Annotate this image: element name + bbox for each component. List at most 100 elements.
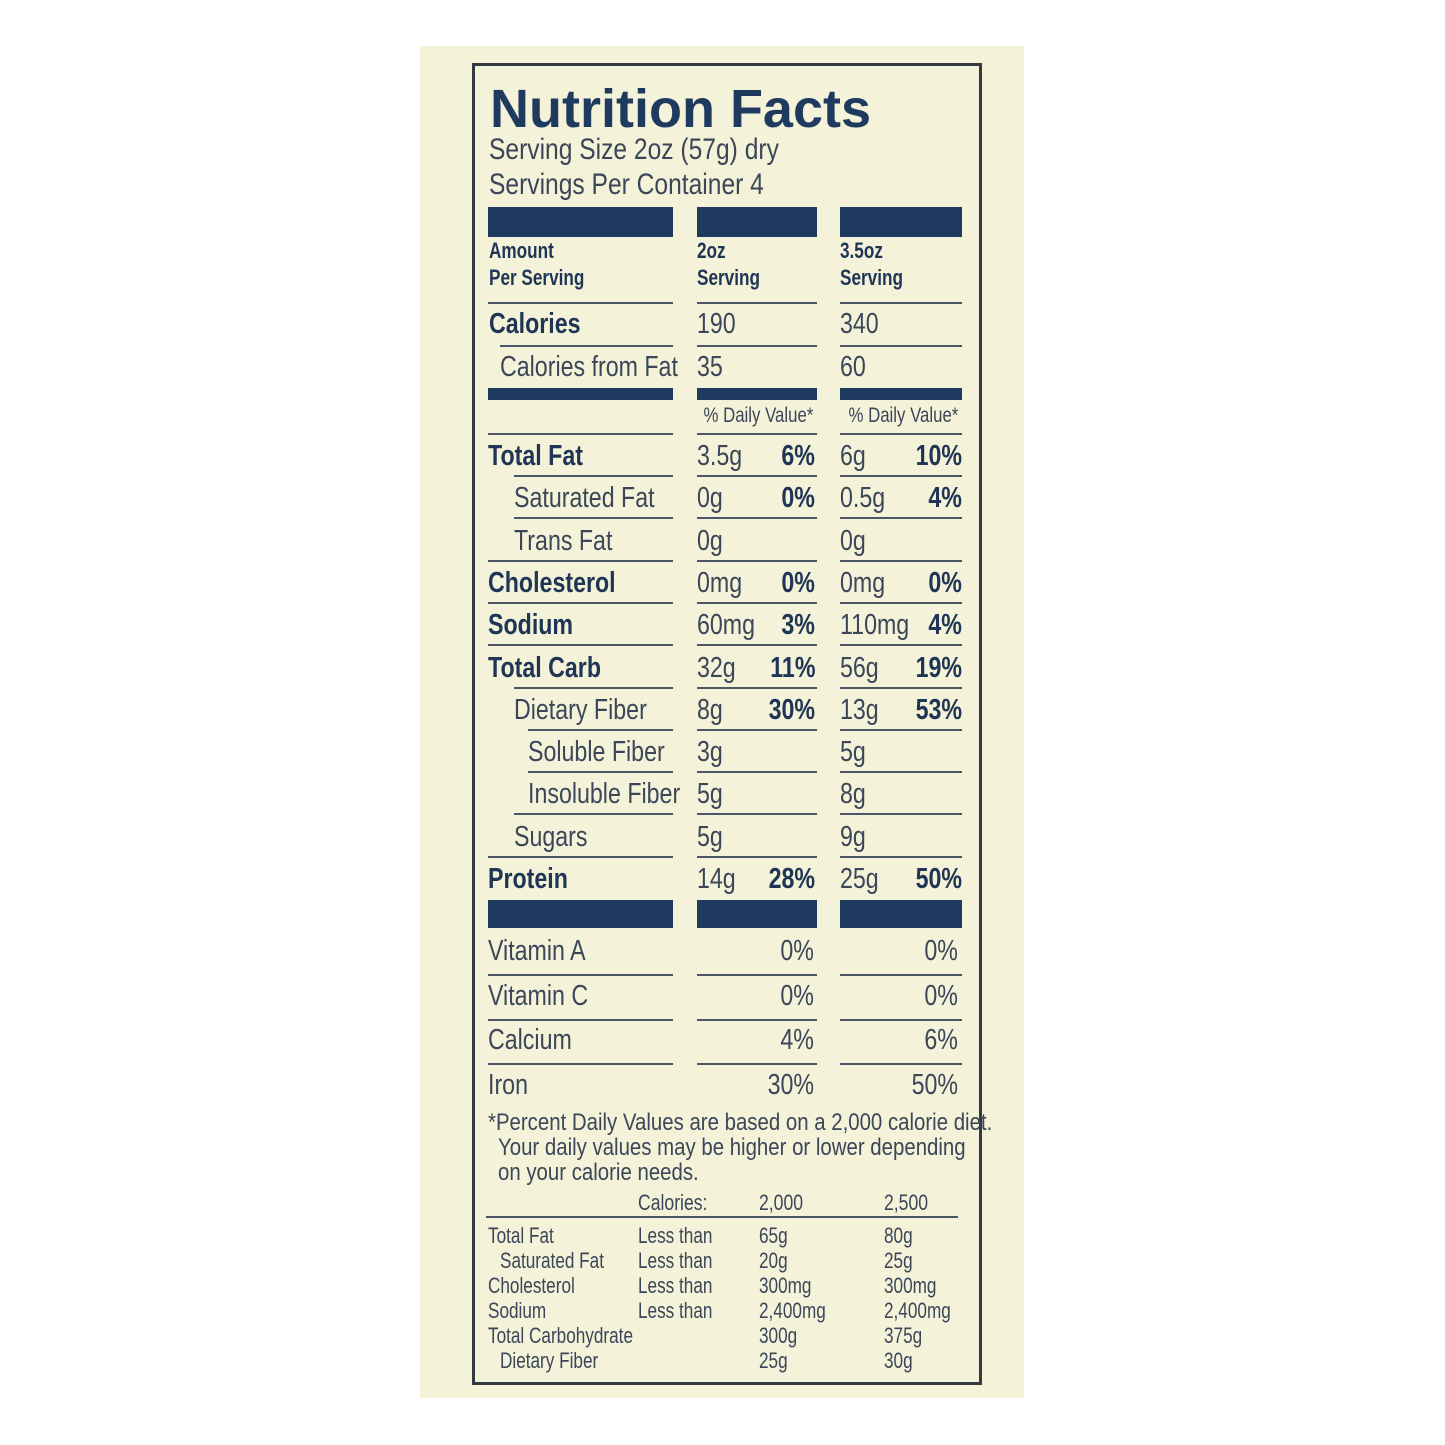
nutrient-label: Insoluble Fiber bbox=[528, 778, 681, 811]
divider-line bbox=[486, 1216, 958, 1218]
ref-label: Dietary Fiber bbox=[500, 1347, 599, 1373]
divider-line bbox=[697, 728, 817, 731]
ref-2500-value: 30g bbox=[884, 1347, 913, 1373]
divider-line bbox=[528, 728, 673, 731]
nutrient-label: Protein bbox=[488, 863, 568, 896]
ref-label: Cholesterol bbox=[488, 1272, 575, 1298]
divider-bar bbox=[697, 207, 817, 237]
divider-bar bbox=[488, 900, 673, 928]
divider-line bbox=[840, 559, 962, 562]
vitamin-label: Iron bbox=[488, 1068, 528, 1101]
calories-col2: 340 bbox=[840, 308, 879, 341]
nutrient-label: Total Carb bbox=[488, 651, 601, 684]
nutrient-col1-dv: 6% bbox=[781, 440, 815, 473]
servings-per-container: Servings Per Container 4 bbox=[489, 167, 764, 201]
divider-line bbox=[488, 974, 673, 976]
nutrient-label: Sodium bbox=[488, 609, 574, 642]
divider-line bbox=[697, 813, 817, 816]
daily-value-col2: % Daily Value* bbox=[848, 404, 958, 428]
footnote-line: on your calorie needs. bbox=[498, 1158, 699, 1186]
vitamin-col1-dv: 4% bbox=[780, 1024, 814, 1057]
divider-line bbox=[500, 345, 673, 347]
nutrient-col2-dv: 19% bbox=[915, 651, 962, 684]
nutrient-col1-amount: 0g bbox=[697, 524, 723, 557]
ref-2000-value: 2,400mg bbox=[759, 1297, 826, 1323]
ref-2000-value: 300mg bbox=[759, 1272, 812, 1298]
ref-label: Saturated Fat bbox=[500, 1247, 604, 1273]
divider-bar bbox=[840, 388, 962, 400]
nutrient-col2-dv: 10% bbox=[915, 440, 962, 473]
divider-line bbox=[697, 345, 817, 347]
nutrient-col2-amount: 5g bbox=[840, 736, 866, 769]
nutrient-col1-amount: 0mg bbox=[697, 566, 743, 599]
divider-line bbox=[697, 644, 817, 647]
divider-line bbox=[840, 974, 962, 976]
nutrient-col2-amount: 25g bbox=[840, 863, 879, 896]
vitamin-label: Vitamin C bbox=[488, 979, 589, 1012]
nutrient-col2-dv: 4% bbox=[928, 482, 962, 515]
ref-label: Total Fat bbox=[488, 1222, 554, 1248]
divider-line bbox=[697, 771, 817, 774]
nutrient-col1-dv: 3% bbox=[781, 609, 815, 642]
calories-col1: 190 bbox=[697, 308, 736, 341]
divider-line bbox=[697, 433, 817, 435]
divider-line bbox=[840, 475, 962, 477]
ref-qualifier: Less than bbox=[638, 1222, 713, 1248]
calories-fat-col2: 60 bbox=[840, 351, 866, 384]
nutrition-facts-box bbox=[472, 63, 982, 1385]
nutrient-col2-amount: 56g bbox=[840, 651, 879, 684]
ref-calories-label: Calories: bbox=[638, 1189, 708, 1215]
ref-2000-value: 20g bbox=[759, 1247, 788, 1273]
ref-2500-value: 300mg bbox=[884, 1272, 937, 1298]
nutrient-col1-dv: 30% bbox=[768, 693, 815, 726]
header-per-serving: Per Serving bbox=[489, 264, 585, 290]
nutrient-col2-dv: 53% bbox=[915, 693, 962, 726]
footnote-line: Your daily values may be higher or lower… bbox=[498, 1133, 966, 1161]
divider-line bbox=[840, 728, 962, 731]
divider-line bbox=[840, 345, 962, 347]
divider-line bbox=[697, 475, 817, 477]
divider-line bbox=[488, 1063, 673, 1066]
nutrient-col2-dv: 4% bbox=[928, 609, 962, 642]
vitamin-label: Calcium bbox=[488, 1024, 572, 1057]
divider-bar bbox=[697, 900, 817, 928]
divider-line bbox=[697, 302, 817, 304]
divider-line bbox=[840, 855, 962, 858]
label-panel bbox=[420, 46, 1024, 1398]
header-col2: 3.5oz bbox=[840, 237, 883, 263]
calories-fat-col1: 35 bbox=[697, 351, 723, 384]
divider-line bbox=[840, 1063, 962, 1066]
nutrient-label: Trans Fat bbox=[514, 524, 613, 557]
divider-bar bbox=[488, 207, 673, 237]
divider-line bbox=[840, 302, 962, 304]
nutrient-col2-dv: 0% bbox=[928, 566, 962, 599]
header-amount: Amount bbox=[489, 237, 554, 263]
nutrient-col2-amount: 0mg bbox=[840, 566, 886, 599]
divider-line bbox=[514, 813, 673, 816]
divider-line bbox=[840, 771, 962, 774]
nutrient-col1-dv: 28% bbox=[768, 863, 815, 896]
divider-line bbox=[528, 771, 673, 774]
nutrient-col1-amount: 5g bbox=[697, 820, 723, 853]
ref-label: Sodium bbox=[488, 1297, 547, 1323]
divider-line bbox=[697, 974, 817, 976]
nutrient-col1-dv: 0% bbox=[781, 482, 815, 515]
divider-line bbox=[697, 1018, 817, 1021]
divider-line bbox=[488, 1018, 673, 1021]
divider-line bbox=[840, 813, 962, 816]
nutrient-label: Total Fat bbox=[488, 440, 583, 473]
vitamin-col2-dv: 6% bbox=[924, 1024, 958, 1057]
ref-qualifier: Less than bbox=[638, 1247, 713, 1273]
divider-line bbox=[697, 686, 817, 689]
nutrient-col2-dv: 50% bbox=[915, 863, 962, 896]
vitamin-col1-dv: 30% bbox=[767, 1068, 814, 1101]
ref-2500-value: 25g bbox=[884, 1247, 913, 1273]
nutrient-col2-amount: 110mg bbox=[840, 609, 910, 642]
vitamin-col2-dv: 50% bbox=[911, 1068, 958, 1101]
nutrient-label: Dietary Fiber bbox=[514, 693, 647, 726]
daily-value-col1: % Daily Value* bbox=[703, 404, 813, 428]
nutrient-col1-amount: 3.5g bbox=[697, 440, 743, 473]
footnote-line: *Percent Daily Values are based on a 2,0… bbox=[488, 1108, 993, 1136]
nutrient-col1-amount: 0g bbox=[697, 482, 723, 515]
vitamin-col1-dv: 0% bbox=[780, 979, 814, 1012]
